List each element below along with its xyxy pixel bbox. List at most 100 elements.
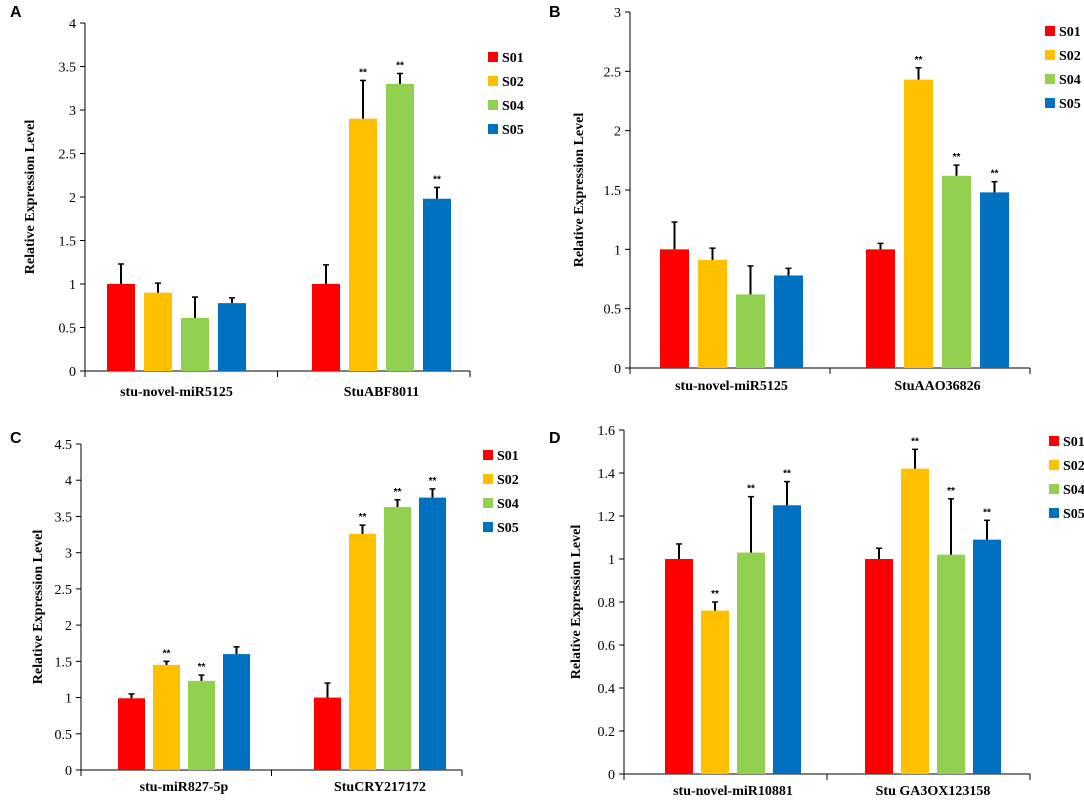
- y-tick-label: 0.5: [55, 728, 73, 743]
- bar-s02: [701, 610, 729, 774]
- bar-s01: [312, 284, 340, 371]
- legend-label-s04: S04: [502, 99, 524, 114]
- significance-mark: **: [429, 476, 437, 487]
- category-label: stu-novel-miR5125: [120, 385, 233, 400]
- legend-label-s02: S02: [1063, 459, 1084, 474]
- bar-s02: [698, 260, 727, 368]
- bar-s01: [865, 559, 893, 774]
- bar-s02: [901, 468, 929, 774]
- y-tick-label: 1.4: [598, 467, 616, 482]
- legend-swatch-s05: [1049, 508, 1059, 518]
- y-axis-title: Relative Expression Level: [569, 525, 584, 680]
- category-label: stu-novel-miR5125: [675, 379, 788, 394]
- bar-s04: [736, 294, 765, 368]
- bar-s05: [218, 303, 246, 371]
- legend-label-s05: S05: [1059, 97, 1081, 112]
- bar-s01: [314, 697, 341, 770]
- legend-swatch-s05: [1045, 98, 1055, 108]
- significance-mark: **: [783, 469, 791, 480]
- legend-label-s05: S05: [1063, 507, 1084, 522]
- y-tick-label: 4: [69, 17, 76, 32]
- legend-label-s01: S01: [497, 449, 519, 464]
- y-tick-label: 0.4: [598, 682, 616, 697]
- bar-s01: [118, 698, 145, 770]
- legend-label-s05: S05: [497, 521, 519, 536]
- bar-s05: [774, 275, 803, 368]
- y-tick-label: 2: [69, 191, 76, 206]
- y-tick-label: 0.5: [59, 322, 77, 337]
- y-tick-label: 4: [65, 474, 72, 489]
- legend-label-s02: S02: [502, 75, 524, 90]
- bar-s05: [773, 505, 801, 774]
- legend-label-s04: S04: [1059, 73, 1081, 88]
- legend-label-s01: S01: [1063, 435, 1084, 450]
- y-tick-label: 1.5: [55, 655, 73, 670]
- significance-mark: **: [711, 589, 719, 600]
- category-label: stu-miR827-5p: [140, 780, 229, 795]
- significance-mark: **: [911, 436, 919, 447]
- legend-label-s04: S04: [1063, 483, 1084, 498]
- chart-panel-b: B 0 0.5 1 1.5 2 2.5 3 Relative Expression Level s…: [549, 4, 1081, 394]
- legend-label-s04: S04: [497, 497, 519, 512]
- legend-label-s01: S01: [502, 51, 524, 66]
- y-tick-label: 1.6: [598, 424, 616, 439]
- y-tick-label: 2: [614, 125, 621, 140]
- significance-mark: **: [747, 484, 755, 495]
- category-label: StuAAO36826: [894, 379, 980, 394]
- legend-swatch-s04: [488, 100, 498, 110]
- y-tick-label: 0.8: [598, 596, 616, 611]
- significance-mark: **: [198, 662, 206, 673]
- y-tick-label: 4.5: [55, 438, 73, 453]
- y-tick-label: 0.2: [598, 725, 616, 740]
- panel-label: D: [549, 430, 561, 447]
- bar-s02: [153, 664, 180, 770]
- y-tick-label: 0: [69, 365, 76, 380]
- legend-swatch-s01: [488, 52, 498, 62]
- legend-label-s02: S02: [497, 473, 519, 488]
- bar-s04: [937, 554, 965, 774]
- legend-swatch-s01: [483, 450, 493, 460]
- y-tick-label: 0: [614, 362, 621, 377]
- bar-s04: [188, 680, 215, 770]
- legend-swatch-s02: [1049, 460, 1059, 470]
- panel-label: C: [10, 430, 22, 447]
- significance-mark: **: [359, 67, 367, 78]
- bar-s05: [980, 192, 1009, 368]
- bar-s02: [349, 533, 376, 770]
- y-tick-label: 1: [608, 553, 615, 568]
- y-tick-label: 3.5: [55, 510, 73, 525]
- significance-mark: **: [359, 512, 367, 523]
- category-label: StuABF8011: [344, 385, 419, 400]
- legend-swatch-s05: [488, 124, 498, 134]
- y-tick-label: 2.5: [59, 148, 77, 163]
- bar-s04: [181, 317, 209, 371]
- category-label: stu-novel-miR10881: [673, 784, 793, 799]
- bar-s02: [349, 118, 377, 371]
- chart-panel-d: D 0 0.2 0.4 0.6 0.8 1 1.2 1.4 1.6 Relative Express…: [549, 424, 1084, 799]
- y-tick-label: 3: [614, 6, 621, 21]
- y-tick-label: 1: [69, 278, 76, 293]
- y-tick-label: 0: [65, 764, 72, 779]
- y-axis-title: Relative Expression Level: [572, 113, 587, 268]
- legend-label-s02: S02: [1059, 49, 1081, 64]
- y-tick-label: 1: [614, 243, 621, 258]
- y-tick-label: 3.5: [59, 61, 77, 76]
- y-tick-label: 2.5: [55, 583, 73, 598]
- legend-label-s01: S01: [1059, 25, 1081, 40]
- significance-mark: **: [915, 55, 923, 66]
- y-tick-label: 0: [608, 768, 615, 783]
- legend-swatch-s05: [483, 522, 493, 532]
- bar-s01: [660, 249, 689, 368]
- legend-swatch-s01: [1049, 436, 1059, 446]
- panel-label: B: [549, 4, 561, 21]
- bar-s05: [419, 497, 446, 770]
- y-tick-label: 3: [65, 547, 72, 562]
- legend-swatch-s02: [483, 474, 493, 484]
- y-tick-label: 2: [65, 619, 72, 634]
- bar-s02: [144, 292, 172, 371]
- bar-s01: [665, 559, 693, 774]
- bar-s05: [223, 654, 250, 770]
- significance-mark: **: [163, 648, 171, 659]
- panel-label: A: [10, 4, 22, 21]
